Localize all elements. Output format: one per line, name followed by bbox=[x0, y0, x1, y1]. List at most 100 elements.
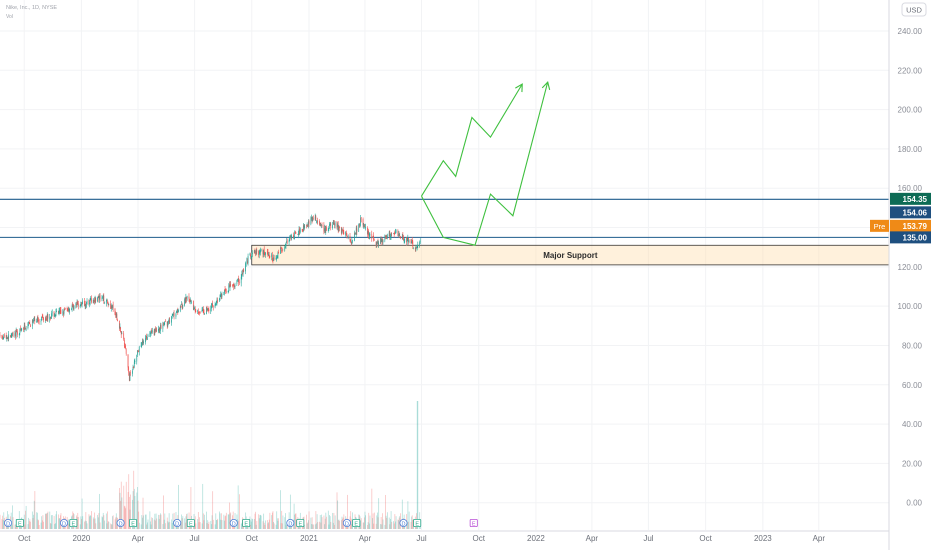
candle-body bbox=[146, 336, 147, 339]
marker-letter: E bbox=[18, 521, 22, 527]
candle-body bbox=[194, 308, 195, 309]
earnings-marker[interactable]: E bbox=[470, 519, 477, 527]
projection-arrows[interactable] bbox=[422, 82, 550, 245]
candle-body bbox=[246, 261, 247, 262]
candle-body bbox=[181, 304, 182, 305]
candle-body bbox=[60, 310, 61, 311]
candle-body bbox=[355, 233, 356, 234]
candle-body bbox=[260, 250, 261, 252]
candle-body bbox=[11, 333, 12, 336]
candle-body bbox=[409, 240, 410, 242]
candle-body bbox=[237, 279, 238, 280]
candle-body bbox=[77, 302, 78, 305]
dividend-marker[interactable]: D bbox=[60, 519, 67, 527]
y-tick-label: 180.00 bbox=[898, 145, 923, 154]
candle-body bbox=[346, 232, 347, 236]
candle-body bbox=[334, 223, 335, 225]
candle-body bbox=[389, 232, 390, 236]
projection-path[interactable] bbox=[422, 84, 523, 196]
candle-body bbox=[312, 219, 313, 221]
candle-body bbox=[133, 367, 134, 370]
candle-body bbox=[337, 222, 338, 228]
candle-body bbox=[315, 217, 316, 220]
candle-body bbox=[120, 327, 121, 332]
candle-body bbox=[313, 218, 314, 219]
candle-body bbox=[16, 330, 17, 331]
candle-body bbox=[95, 298, 96, 302]
candle-body bbox=[64, 309, 65, 313]
horizontal-levels[interactable] bbox=[0, 199, 889, 237]
candle-body bbox=[108, 304, 109, 305]
earnings-marker[interactable]: E bbox=[16, 519, 23, 527]
candle-body bbox=[383, 240, 384, 242]
candle-body bbox=[385, 236, 386, 237]
candle-body bbox=[56, 311, 57, 312]
candle-body bbox=[163, 323, 164, 324]
candle-body bbox=[394, 233, 395, 234]
dividend-marker[interactable]: D bbox=[174, 519, 181, 527]
candle-body bbox=[219, 299, 220, 301]
candle-body bbox=[325, 228, 326, 232]
candle-body bbox=[256, 250, 257, 252]
candle-body bbox=[33, 320, 34, 321]
earnings-marker[interactable]: E bbox=[187, 519, 194, 527]
price-label: 154.06 bbox=[890, 206, 931, 218]
candle-body bbox=[278, 252, 279, 253]
earnings-marker[interactable]: E bbox=[129, 519, 136, 527]
candle-body bbox=[24, 326, 25, 329]
earnings-marker[interactable]: E bbox=[297, 519, 304, 527]
candle-body bbox=[189, 299, 190, 302]
marker-letter: D bbox=[401, 521, 405, 527]
candle-body bbox=[373, 236, 374, 241]
candle-body bbox=[74, 306, 75, 309]
volume-bar bbox=[226, 513, 227, 529]
candle-body bbox=[268, 252, 269, 257]
candle-body bbox=[67, 309, 68, 311]
x-tick-label: Apr bbox=[132, 534, 145, 543]
dividend-marker[interactable]: D bbox=[287, 519, 294, 527]
candle-body bbox=[81, 302, 82, 305]
volume-bar bbox=[239, 494, 240, 529]
price-label-text: 154.35 bbox=[903, 195, 928, 204]
support-zone-label: Major Support bbox=[543, 251, 598, 260]
candle-body bbox=[289, 238, 290, 241]
candle-body bbox=[347, 235, 348, 236]
candle-body bbox=[322, 225, 323, 226]
volume-bar bbox=[26, 506, 27, 529]
candle-body bbox=[125, 346, 126, 349]
candle-body bbox=[134, 362, 135, 367]
candle-body bbox=[103, 297, 104, 299]
dividend-marker[interactable]: D bbox=[117, 519, 124, 527]
candle-body bbox=[90, 298, 91, 299]
support-zone[interactable]: Major Support bbox=[252, 245, 889, 265]
candle-body bbox=[239, 282, 240, 283]
dividend-marker[interactable]: D bbox=[400, 519, 407, 527]
candle-body bbox=[286, 241, 287, 243]
candle-body bbox=[46, 318, 47, 320]
candle-body bbox=[265, 253, 266, 255]
projection-path[interactable] bbox=[422, 82, 548, 245]
currency-badge[interactable]: USD bbox=[902, 3, 926, 16]
dividend-marker[interactable]: D bbox=[343, 519, 350, 527]
candle-body bbox=[51, 313, 52, 317]
candle-body bbox=[141, 345, 142, 346]
candle-body bbox=[393, 233, 394, 234]
price-axis[interactable]: 240.00220.00200.00180.00160.00140.00120.… bbox=[889, 0, 932, 550]
earnings-marker[interactable]: E bbox=[243, 519, 250, 527]
candle-body bbox=[223, 294, 224, 295]
y-tick-label: 200.00 bbox=[898, 106, 923, 115]
candle-body bbox=[212, 304, 213, 306]
candle-body bbox=[412, 241, 413, 242]
candle-body bbox=[64, 309, 65, 310]
earnings-marker[interactable]: E bbox=[353, 519, 360, 527]
volume-bar bbox=[396, 516, 397, 529]
earnings-marker[interactable]: E bbox=[414, 519, 421, 527]
volume-bar bbox=[409, 512, 410, 529]
dividend-marker[interactable]: D bbox=[230, 519, 237, 527]
earnings-marker[interactable]: E bbox=[70, 519, 77, 527]
candle-body bbox=[411, 239, 412, 243]
candle-body bbox=[199, 312, 200, 313]
volume-bar bbox=[95, 523, 96, 529]
